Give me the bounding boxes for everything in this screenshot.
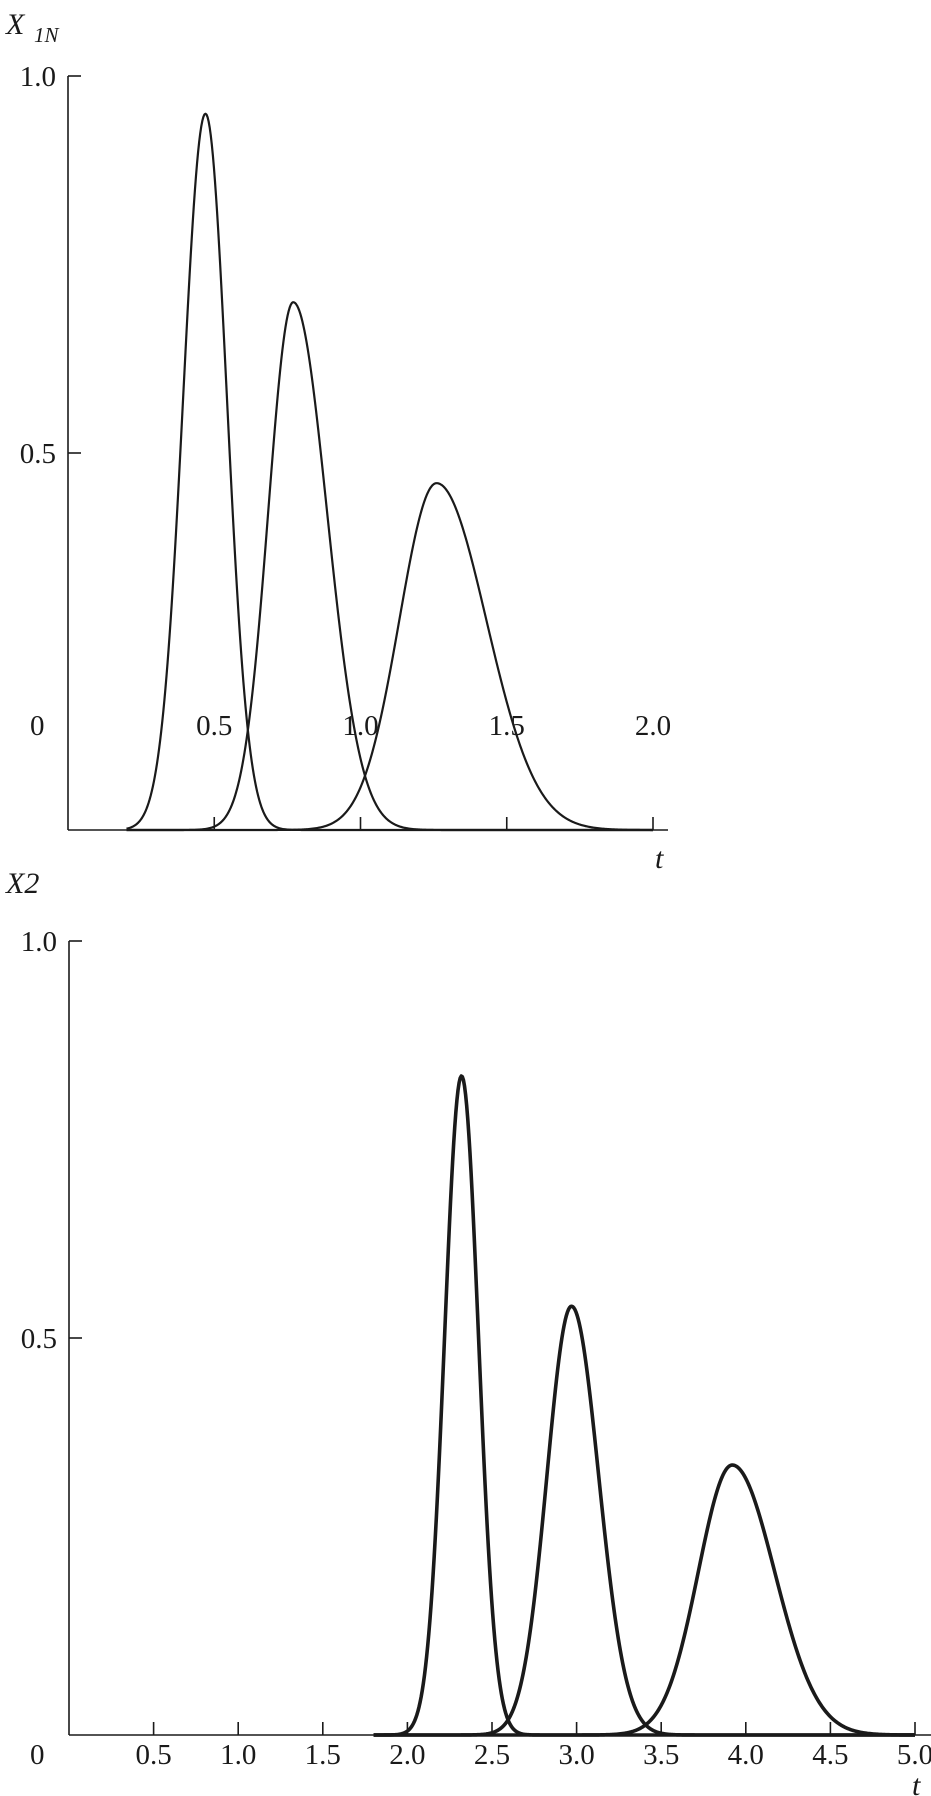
x-axis-label-top: t xyxy=(655,842,664,875)
origin-label-bottom: 0 xyxy=(30,1739,45,1771)
x-tick-label: 2.0 xyxy=(389,1739,425,1771)
y-axis-label-bottom: X2 xyxy=(5,867,39,900)
x-axis-label-bottom: t xyxy=(912,1769,921,1796)
series-line-1 xyxy=(372,1074,916,1737)
x-tick-label: 1.0 xyxy=(342,710,378,742)
series-line-2 xyxy=(372,1304,916,1737)
x-tick-label: 2.5 xyxy=(474,1739,510,1771)
chart-bottom: X2 0 t 0.5 1.0 0.5 1.0 1.5 2.0 2.5 3.0 3.5 4.0 4.5… xyxy=(5,867,931,1796)
series-line-3 xyxy=(372,1463,916,1737)
x-tick-label: 3.5 xyxy=(643,1739,679,1771)
x-tick-label: 4.0 xyxy=(728,1739,764,1771)
x-tick-label: 0.5 xyxy=(135,1739,171,1771)
x-tick-label: 0.5 xyxy=(196,710,232,742)
x-tick-label: 5.0 xyxy=(897,1739,931,1771)
series-line-3 xyxy=(126,482,654,832)
x-tick-label: 1.5 xyxy=(305,1739,341,1771)
y-axis-label-top: X xyxy=(5,8,26,41)
x-tick-label: 1.5 xyxy=(489,710,525,742)
y-axis-label-top-subscript: 1N xyxy=(34,23,60,47)
y-tick-label: 0.5 xyxy=(20,438,56,470)
y-tick-label: 0.5 xyxy=(21,1323,57,1355)
origin-label-top: 0 xyxy=(30,710,45,742)
x-tick-label: 3.0 xyxy=(558,1739,594,1771)
x-tick-label: 1.0 xyxy=(220,1739,256,1771)
x-tick-label: 2.0 xyxy=(635,710,671,742)
chart-top: X 1N 0 t 0.5 1.0 0.5 1.0 1.5 2.0 xyxy=(5,8,671,875)
y-tick-label: 1.0 xyxy=(20,61,56,93)
x-tick-label: 4.5 xyxy=(812,1739,848,1771)
series-line-2 xyxy=(126,301,654,832)
y-tick-label: 1.0 xyxy=(21,926,57,958)
